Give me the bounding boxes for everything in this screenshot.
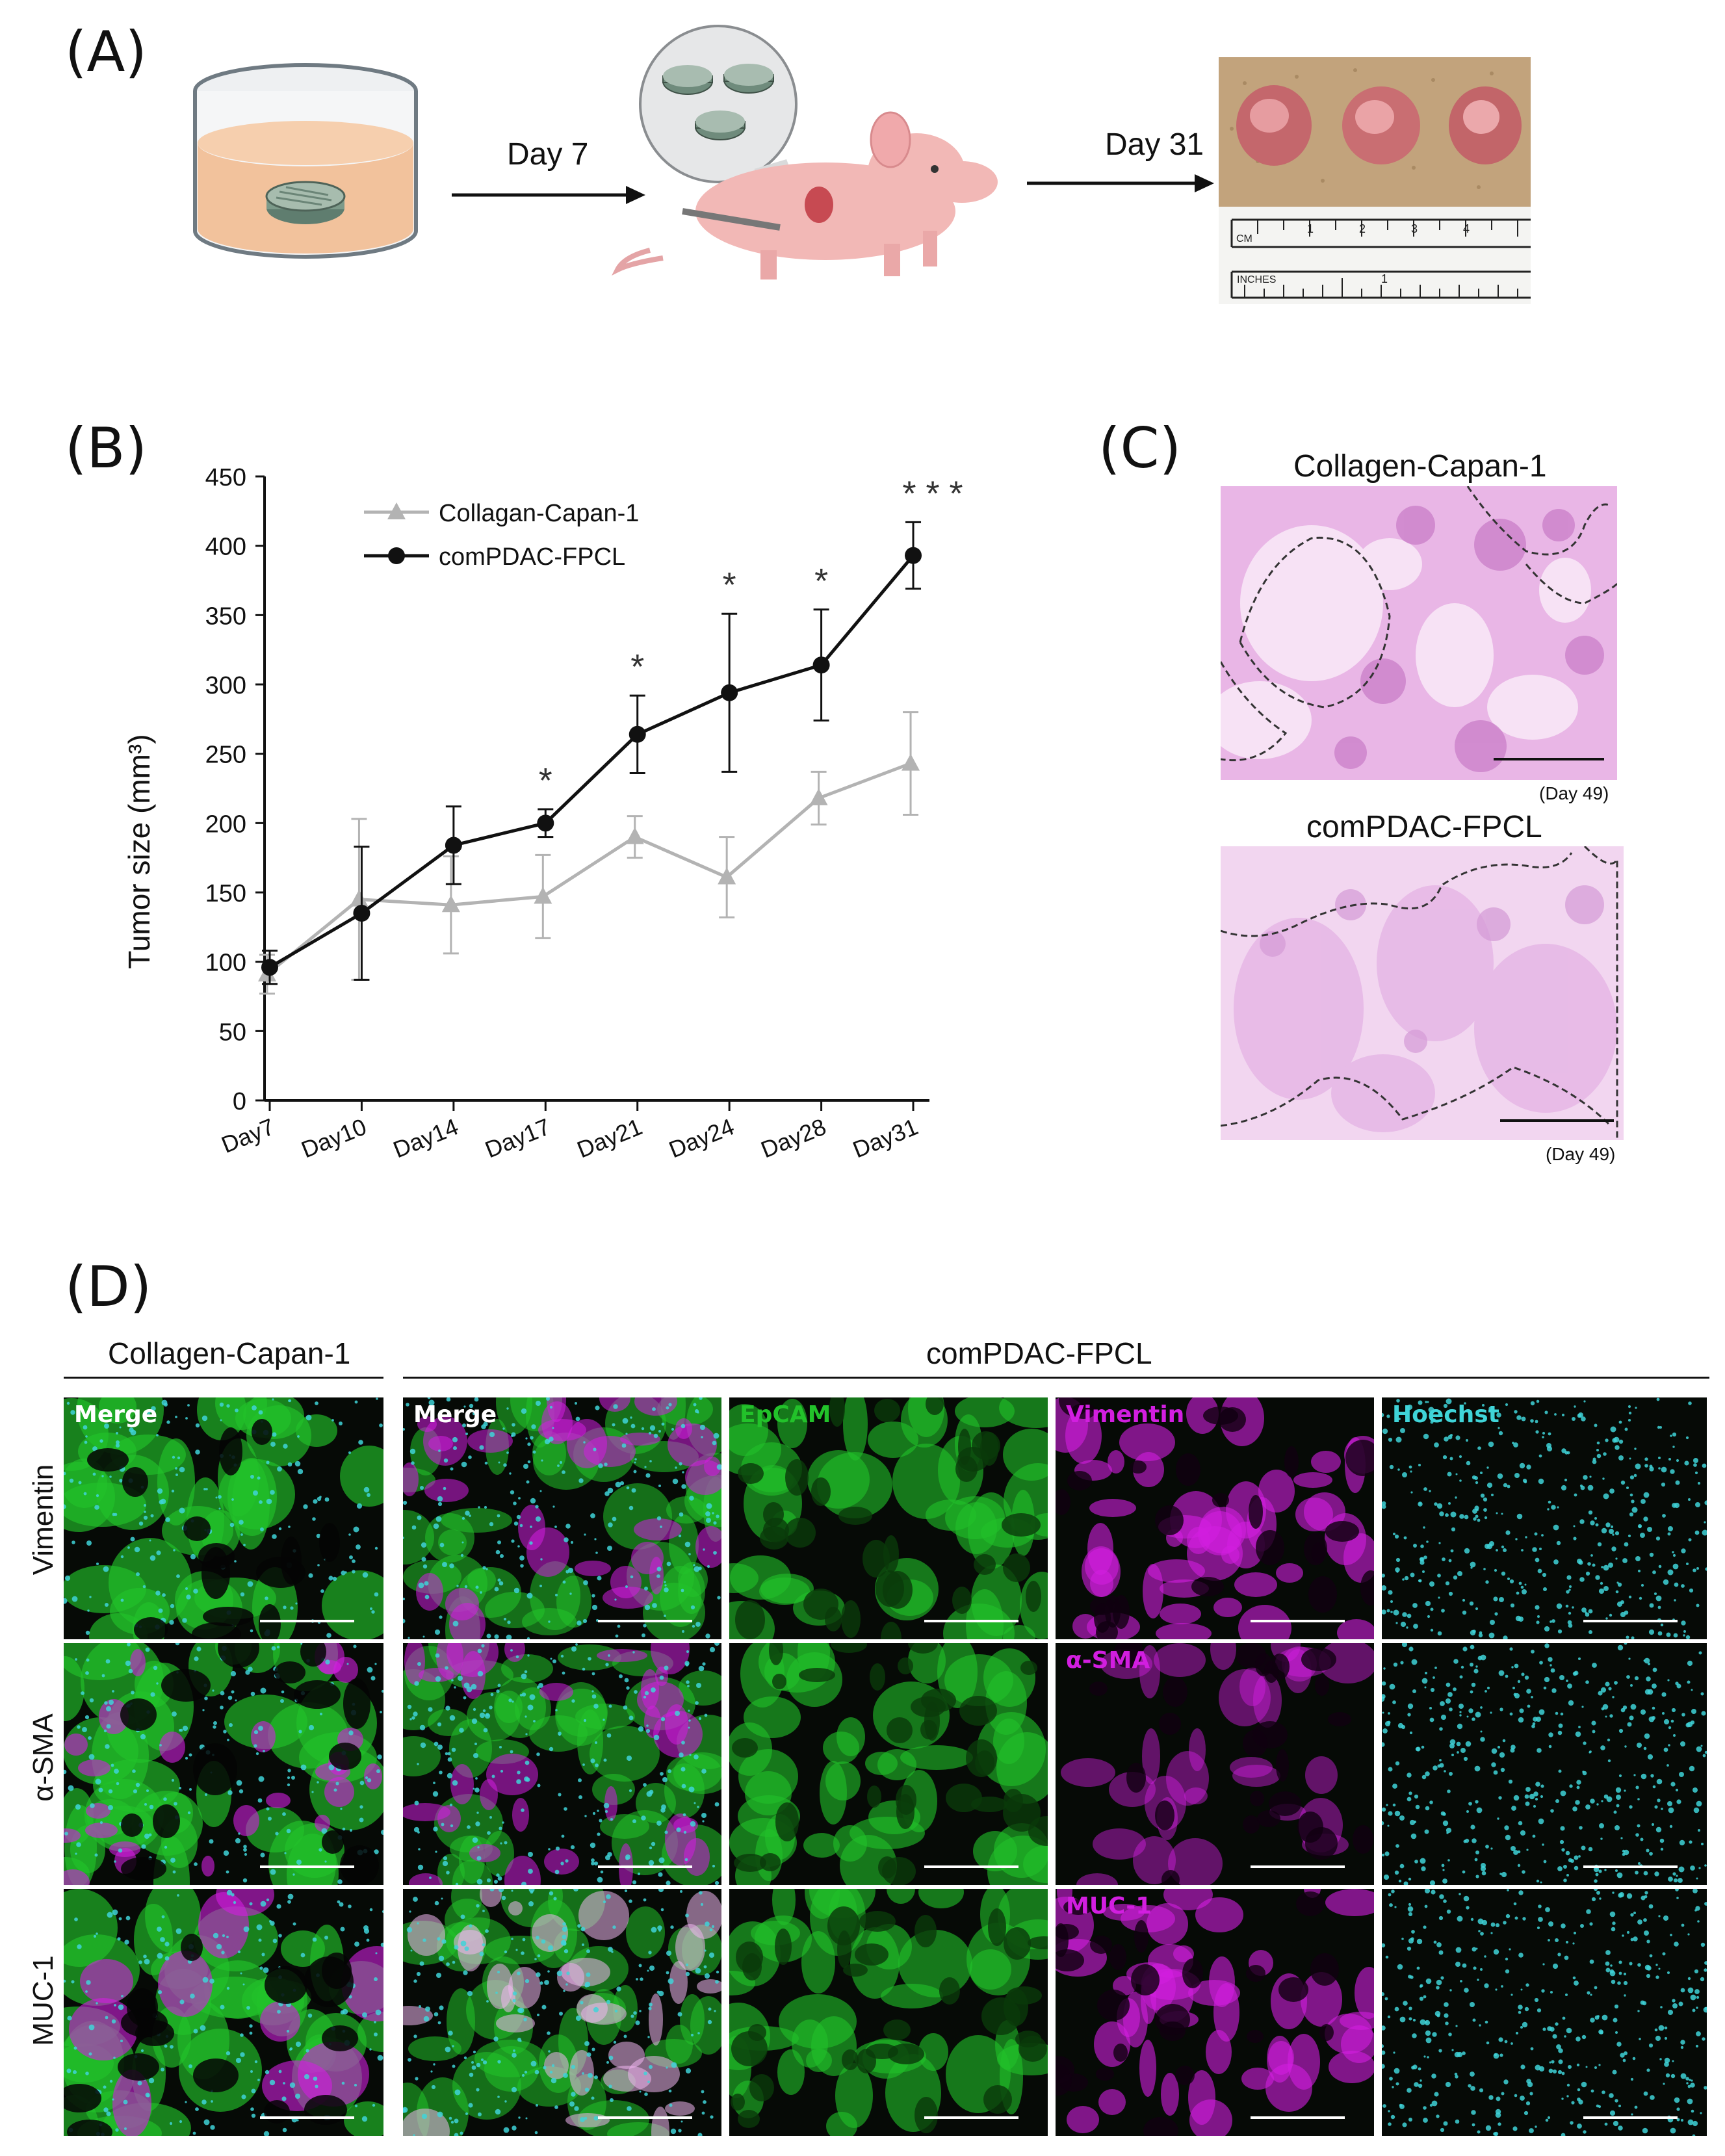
group-label-compdac: comPDAC-FPCL (926, 1336, 1152, 1370)
significance-marker: * (723, 565, 736, 604)
row-label-asma: α-SMA (27, 1713, 59, 1802)
channel-label: Hoechst (1392, 1401, 1499, 1428)
fluorescence-tile-r2-c1 (403, 1889, 721, 2136)
y-tick-label: 450 (205, 464, 246, 491)
panel-label-c: (C) (1098, 416, 1182, 481)
histology-image-collagen (1221, 486, 1617, 780)
arrow-day31-label: Day 31 (1105, 127, 1204, 162)
data-point (625, 827, 644, 844)
fluorescence-tile-r2-c2 (729, 1889, 1048, 2136)
ruler-num-2: 2 (1359, 222, 1366, 235)
tumor-photo: CM 1 2 3 4 INCHES 1 (1219, 57, 1531, 304)
data-point (721, 684, 738, 701)
data-point (629, 725, 646, 743)
ruler-num-1: 1 (1307, 222, 1314, 235)
legend-label: comPDAC-FPCL (439, 543, 625, 571)
channel-label: Merge (74, 1401, 158, 1428)
data-point (350, 889, 369, 907)
significance-marker: * * * (903, 474, 963, 513)
group-divider-collagen (64, 1377, 383, 1379)
channel-label: α-SMA (1066, 1647, 1150, 1674)
panel-label-a: (A) (65, 19, 147, 84)
data-point (905, 547, 922, 564)
group-label-collagen: Collagen-Capan-1 (108, 1336, 351, 1370)
fluorescence-tile-r1-c1 (403, 1643, 721, 1885)
channel-label: Merge (413, 1401, 497, 1428)
y-tick-label: 200 (205, 811, 246, 838)
data-point (537, 814, 554, 832)
group-divider-compdac (403, 1377, 1709, 1379)
ruler-inches-label: INCHES (1237, 274, 1276, 285)
histology-bottom-caption: (Day 49) (1546, 1144, 1616, 1164)
tumor-size-line-chart: 0 50 100 150 200 250 300 350 400 450 Day7 Day10 Day1… (122, 464, 963, 1163)
ruler-inch-num: 1 (1381, 272, 1388, 285)
fluorescence-tile-r1-c0 (64, 1643, 383, 1885)
panel-label-d: (D) (65, 1254, 152, 1319)
data-point (901, 753, 920, 771)
legend-marker (388, 547, 405, 564)
x-tick-label: Day31 (849, 1113, 922, 1163)
x-tick-label: Day21 (573, 1113, 646, 1163)
x-tick-label: Day28 (757, 1113, 830, 1163)
significance-marker: * (539, 761, 552, 800)
y-tick-label: 250 (205, 742, 246, 769)
y-tick-label: 50 (219, 1019, 246, 1046)
legend-marker (387, 502, 406, 519)
histology-top-caption: (Day 49) (1539, 783, 1609, 803)
fluorescence-tile-r1-c2 (729, 1643, 1048, 1885)
channel-label: Vimentin (1066, 1401, 1185, 1428)
fluorescence-tile-r2-c0 (64, 1889, 383, 2136)
ruler-cm-label: CM (1236, 233, 1252, 244)
fluorescence-tile-r0-c3: Vimentin (1056, 1397, 1374, 1639)
data-point (441, 895, 460, 913)
histology-image-compdac (1221, 846, 1624, 1140)
ruler-num-3: 3 (1411, 222, 1418, 235)
data-point (812, 656, 830, 674)
x-tick-label: Day7 (218, 1113, 278, 1158)
channel-label: EpCAM (740, 1401, 831, 1428)
fluorescence-tile-r0-c0: Merge (64, 1397, 383, 1639)
y-tick-label: 100 (205, 950, 246, 977)
series-line (266, 762, 911, 976)
arrow-day7-label: Day 7 (507, 137, 589, 172)
data-point (353, 905, 370, 922)
fluorescence-tile-r1-c4 (1382, 1643, 1707, 1885)
data-point (534, 887, 552, 904)
significance-marker: * (814, 562, 828, 601)
y-tick-label: 350 (205, 603, 246, 630)
row-label-vimentin: Vimentin (27, 1464, 59, 1576)
ruler-num-4: 4 (1463, 222, 1470, 235)
panel-label-b: (B) (65, 416, 148, 481)
fluorescence-tile-r0-c2: EpCAM (729, 1397, 1048, 1639)
histology-top-title: Collagen-Capan-1 (1293, 449, 1547, 484)
fluorescence-tile-r2-c3: MUC-1 (1056, 1889, 1374, 2136)
y-tick-label: 150 (205, 880, 246, 907)
data-point (445, 837, 462, 854)
fluorescence-tile-r1-c3: α-SMA (1056, 1643, 1374, 1885)
y-tick-label: 0 (233, 1088, 246, 1115)
y-tick-label: 300 (205, 672, 246, 699)
x-tick-label: Day10 (298, 1113, 370, 1163)
series-line (268, 554, 914, 969)
data-point (718, 867, 736, 885)
row-label-muc1: MUC-1 (27, 1955, 59, 2046)
y-axis-label: Tumor size (mm³) (122, 734, 156, 968)
x-tick-label: Day17 (481, 1113, 554, 1163)
y-tick-label: 400 (205, 534, 246, 561)
arrow-right-icon (452, 186, 645, 204)
petri-dish-illustration (193, 63, 418, 259)
fluorescence-tile-r2-c4 (1382, 1889, 1707, 2136)
x-tick-label: Day24 (665, 1113, 738, 1163)
channel-label: MUC-1 (1066, 1893, 1152, 1919)
fluorescence-tile-r0-c4: Hoechst (1382, 1397, 1707, 1639)
significance-marker: * (630, 647, 644, 686)
x-tick-label: Day14 (389, 1113, 462, 1163)
mouse-implant-illustration (612, 25, 998, 279)
data-point (261, 959, 278, 976)
fluorescence-tile-r0-c1: Merge (403, 1397, 721, 1639)
legend-label: Collagan-Capan-1 (439, 500, 639, 527)
histology-bottom-title: comPDAC-FPCL (1306, 810, 1542, 844)
arrow-right-icon (1027, 174, 1214, 192)
data-point (809, 788, 828, 805)
